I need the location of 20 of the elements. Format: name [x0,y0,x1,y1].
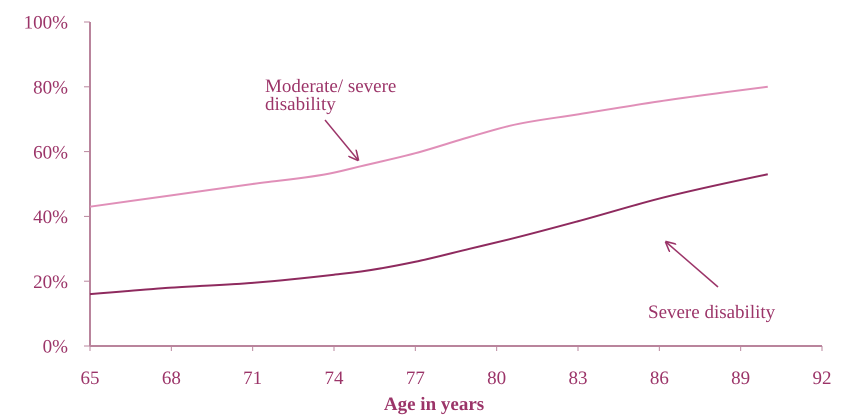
x-tick-label: 92 [812,368,832,389]
x-tick-label: 71 [243,368,262,389]
y-tick-label: 40% [33,207,68,228]
y-tick-label: 0% [42,336,68,358]
y-tick-label: 100% [24,12,68,34]
x-tick-label: 83 [568,368,588,389]
x-tick-label: 65 [80,368,100,389]
y-tick-label: 80% [33,77,68,98]
x-tick-label: 89 [731,368,750,389]
legend-label: Severe disability [648,302,776,323]
x-tick-label: 86 [650,368,669,389]
y-tick-label: 20% [33,272,68,293]
text: Moderate/ severe disability [265,76,396,116]
x-tick-label: 74 [324,368,344,389]
x-tick-label: 68 [162,368,181,389]
y-tick-label: 60% [33,142,68,164]
x-axis-title: Age in years [384,394,484,415]
x-tick-label: 80 [487,368,506,389]
x-tick-label: 77 [406,368,425,389]
line-series [89,173,769,296]
